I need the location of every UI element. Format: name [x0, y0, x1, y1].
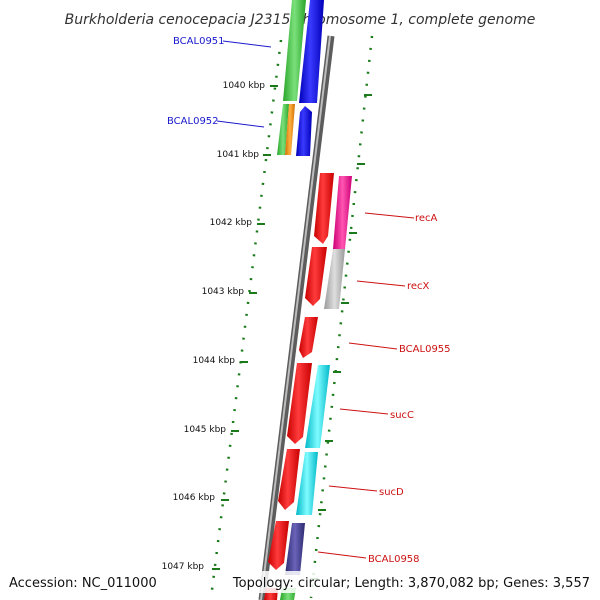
forward-gene-labels: BCAL0951 BCAL0952 [167, 36, 272, 128]
feature-track-cyan [296, 452, 318, 515]
gene-recx-arrow [305, 247, 327, 306]
gene-reca-arrow [314, 173, 334, 244]
gene-label-leader [317, 551, 367, 559]
gene-bcal0958-arrow [268, 521, 289, 570]
feature-track-slate [285, 523, 305, 575]
forward-gene-block-bcal0951 [283, 0, 324, 103]
gene-bcal0958-group [268, 521, 305, 575]
gene-label-bcal0958[interactable]: BCAL0958 [368, 554, 420, 565]
topology-bg [258, 571, 600, 593]
outer-ring-major-ticks [310, 94, 372, 580]
accession-caption: Accession: NC_011000 [9, 576, 157, 591]
gene-bcal0955-arrow [299, 317, 318, 358]
kbp-label-1047: 1047 kbp [162, 562, 205, 572]
gene-bcal0955-group [299, 317, 318, 358]
gene-recx-group [305, 247, 345, 309]
inner-tick-ring [209, 39, 283, 599]
gene-label-bcal0955[interactable]: BCAL0955 [399, 344, 451, 355]
gene-label-sucd[interactable]: sucD [379, 487, 404, 498]
kbp-label-1042: 1042 kbp [210, 218, 253, 228]
gene-bcal0951-arrow [299, 0, 324, 103]
kbp-ruler: 1040 kbp 1041 kbp 1042 kbp 1043 kbp 1044… [162, 81, 278, 572]
gene-label-leader [356, 280, 406, 287]
gene-label-leader [328, 485, 378, 492]
gene-label-bcal0951[interactable]: BCAL0951 [173, 36, 225, 47]
sequence-backbone [258, 35, 335, 600]
kbp-label-1045: 1045 kbp [184, 425, 227, 435]
kbp-label-1044: 1044 kbp [193, 356, 236, 366]
accession-bg [0, 571, 152, 593]
gene-label-leader [364, 212, 415, 219]
gene-label-leader [216, 120, 265, 128]
gene-succ-arrow [287, 363, 312, 444]
gene-label-reca[interactable]: recA [415, 213, 438, 224]
gene-reca-group [314, 173, 352, 249]
kbp-label-1043: 1043 kbp [202, 287, 245, 297]
feature-track-gray [324, 249, 345, 309]
gene-label-leader [222, 40, 272, 48]
forward-gene-block-bcal0952 [277, 104, 312, 156]
reverse-gene-labels: recA recX BCAL0955 sucC sucD BCAL0958 [317, 212, 451, 565]
feature-track-orange [285, 104, 295, 155]
feature-track-cyan [305, 365, 330, 448]
gene-sucd-group [278, 449, 318, 515]
gene-succ-group [287, 363, 330, 448]
gene-label-succ[interactable]: sucC [390, 410, 414, 421]
kbp-label-1041: 1041 kbp [217, 150, 260, 160]
feature-track-green [283, 0, 306, 101]
gene-label-recx[interactable]: recX [407, 281, 430, 292]
kbp-label-1046: 1046 kbp [173, 493, 216, 503]
gene-sucd-arrow [278, 449, 300, 510]
gene-label-leader [339, 408, 389, 415]
gene-label-leader [348, 342, 398, 350]
topology-caption: Topology: circular; Length: 3,870,082 bp… [232, 576, 590, 591]
feature-track-magenta [333, 176, 352, 249]
gene-label-bcal0952[interactable]: BCAL0952 [167, 116, 219, 127]
gene-bcal0952-arrow [296, 106, 312, 156]
kbp-label-1040: 1040 kbp [223, 81, 266, 91]
